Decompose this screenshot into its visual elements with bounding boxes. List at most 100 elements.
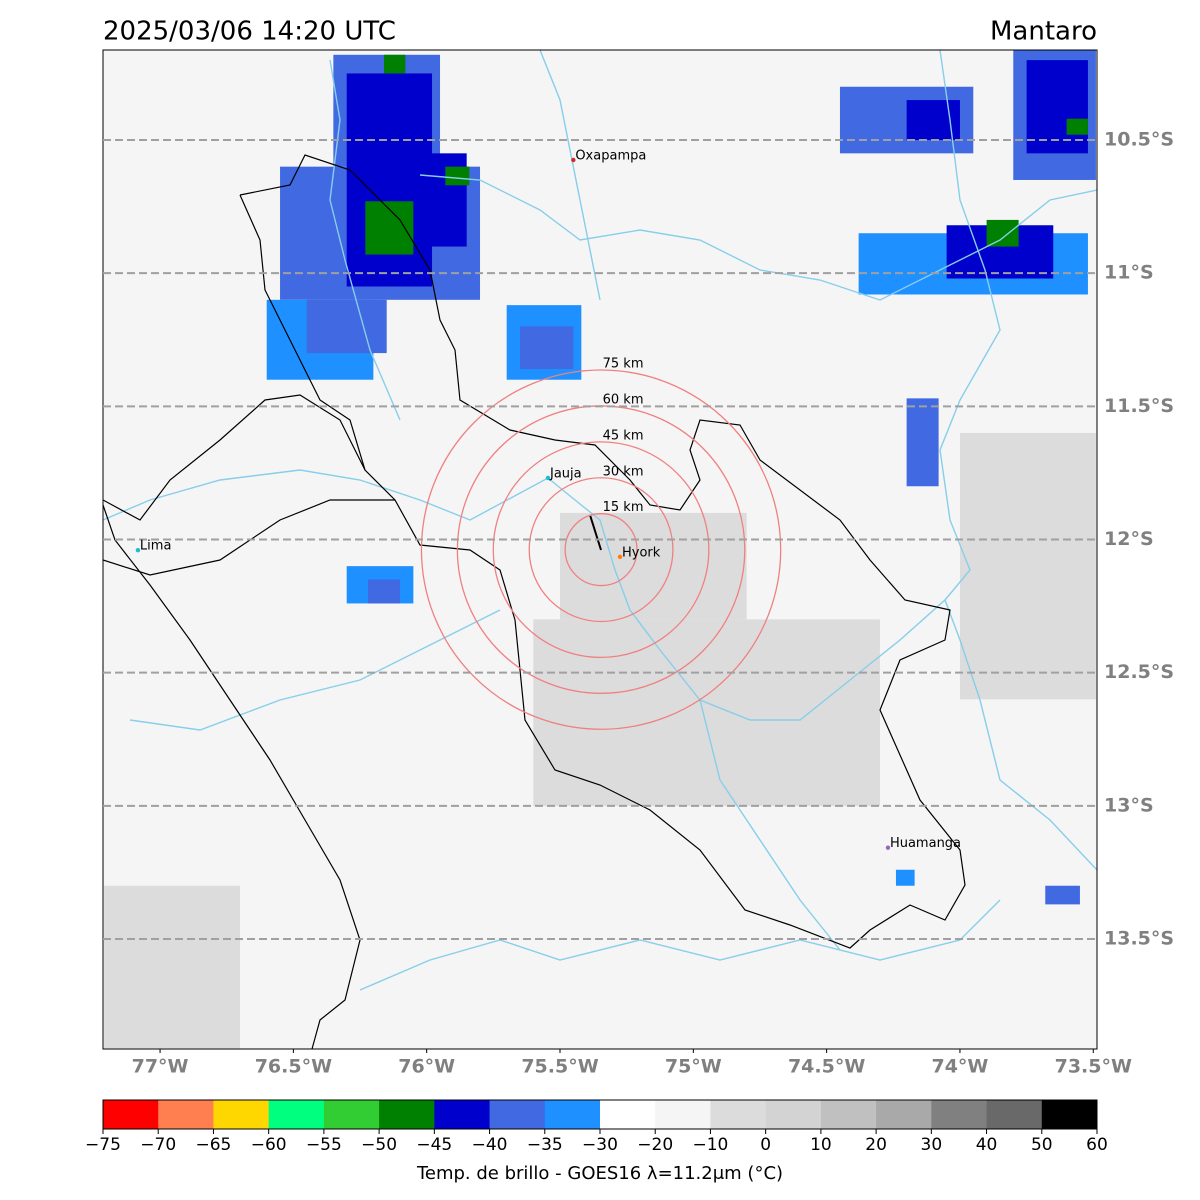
- colorbar-segment: [931, 1100, 988, 1129]
- map-frame: [102, 49, 1098, 1050]
- colorbar-segment: [986, 1100, 1043, 1129]
- river: [129, 609, 501, 731]
- colorbar-segment: [765, 1100, 822, 1129]
- river: [939, 50, 1001, 601]
- ring-label: 60 km: [603, 392, 644, 407]
- x-tick-label: 73.5°W: [1055, 1056, 1132, 1078]
- range-ring: [420, 369, 782, 730]
- basin-border: [239, 154, 966, 949]
- range-ring: [528, 477, 674, 623]
- x-tick-label: 77°W: [132, 1056, 189, 1078]
- colorbar-tick-label: −20: [637, 1135, 673, 1155]
- colorbar-tick-label: −60: [251, 1135, 287, 1155]
- cloud-patch: [1045, 885, 1080, 905]
- river: [539, 50, 601, 301]
- y-tick-label: 11.5°S: [1104, 395, 1174, 417]
- cloud-layer: [104, 50, 1096, 1049]
- colorbar-segment: [268, 1100, 325, 1129]
- colorbar-tick-label: −40: [472, 1135, 508, 1155]
- y-tick-label: 12.5°S: [1104, 661, 1174, 683]
- cloud-patch: [1026, 60, 1088, 154]
- colorbar-segment: [544, 1100, 601, 1129]
- cloud-patch: [445, 166, 470, 186]
- y-tick-label: 13.5°S: [1104, 928, 1174, 950]
- x-tick-label: 76°W: [398, 1056, 455, 1078]
- colorbar-segment: [655, 1100, 711, 1129]
- cloud-patch: [959, 432, 1096, 700]
- cloud-patch: [560, 512, 747, 620]
- range-ring: [564, 513, 638, 587]
- colorbar-tick-label: −35: [527, 1135, 563, 1155]
- cloud-patch: [1066, 118, 1088, 135]
- colorbar-tick-label: −45: [416, 1135, 452, 1155]
- colorbar-segment: [489, 1100, 546, 1129]
- city-label: Jauja: [549, 466, 582, 481]
- ring-label: 45 km: [603, 428, 644, 443]
- geography: [103, 50, 1097, 1049]
- colorbar-segment: [158, 1100, 214, 1129]
- colorbar-tick-label: −75: [85, 1135, 121, 1155]
- colorbar-tick-label: −55: [306, 1135, 342, 1155]
- colorbar-tick-label: −65: [195, 1135, 231, 1155]
- coastline: [103, 504, 361, 1049]
- river: [329, 59, 401, 421]
- cloud-patch: [384, 54, 406, 74]
- city-dot: [135, 547, 141, 553]
- region-name: Mantaro: [990, 17, 1097, 47]
- colorbar-segment: [213, 1100, 270, 1129]
- x-tick-label: 76.5°W: [255, 1056, 332, 1078]
- cloud-patch: [906, 398, 939, 487]
- colorbar-tick-label: 50: [1031, 1135, 1053, 1155]
- colorbar-segment: [323, 1100, 380, 1129]
- y-tick-label: 13°S: [1104, 794, 1154, 816]
- city-label: Hyork: [622, 545, 661, 560]
- y-tick-label: 11°S: [1104, 262, 1154, 284]
- map-title: 2025/03/06 14:20 UTC: [103, 17, 396, 47]
- y-tick-label: 12°S: [1104, 528, 1154, 550]
- river: [359, 899, 1001, 991]
- colorbar-tick-label: 10: [810, 1135, 832, 1155]
- city-label: Oxapampa: [575, 148, 646, 163]
- colorbar-tick-label: −70: [140, 1135, 176, 1155]
- city-label: Huamanga: [890, 836, 961, 851]
- city-label: Lima: [140, 539, 171, 554]
- cloud-patch: [520, 326, 574, 370]
- colorbar-tick-label: 0: [760, 1135, 771, 1155]
- colorbar-segment: [103, 1100, 159, 1129]
- colorbar-tick-label: −30: [582, 1135, 618, 1155]
- colorbar-segment: [600, 1100, 656, 1129]
- river: [419, 174, 1097, 301]
- range-ring: [492, 441, 710, 659]
- y-tick-label: 10.5°S: [1104, 129, 1174, 151]
- cloud-patch: [306, 299, 387, 354]
- colorbar-tick-label: 20: [865, 1135, 887, 1155]
- colorbar-segment: [434, 1100, 491, 1129]
- city-dot: [571, 157, 576, 163]
- cloud-patch: [895, 869, 915, 886]
- region-border: [103, 394, 366, 521]
- colorbar-tick-label: 60: [1086, 1135, 1108, 1155]
- river: [547, 477, 1097, 871]
- colorbar-tick-label: −50: [361, 1135, 397, 1155]
- colorbar-segment: [710, 1100, 767, 1129]
- colorbar-segment: [1041, 1100, 1098, 1129]
- river: [699, 699, 841, 951]
- cloud-patch: [533, 619, 880, 806]
- ring-label: 30 km: [603, 464, 644, 479]
- city-dot: [545, 475, 551, 481]
- colorbar-tick-label: 30: [921, 1135, 943, 1155]
- cloud-patch: [986, 219, 1019, 247]
- city-dot: [617, 554, 623, 560]
- x-tick-label: 74.5°W: [788, 1056, 865, 1078]
- colorbar-segment: [820, 1100, 877, 1129]
- x-tick-label: 75.5°W: [521, 1056, 598, 1078]
- city-dot: [885, 845, 891, 850]
- colorbar-tick-label: 40: [976, 1135, 998, 1155]
- colorbar-segment: [876, 1100, 932, 1129]
- colorbar-segment: [379, 1100, 435, 1129]
- colorbar-tick-label: −10: [692, 1135, 728, 1155]
- x-tick-label: 75°W: [665, 1056, 722, 1078]
- ring-label: 15 km: [603, 500, 644, 515]
- cloud-patch: [104, 885, 241, 1049]
- colorbar-label: Temp. de brillo - GOES16 λ=11.2μm (°C): [416, 1163, 783, 1184]
